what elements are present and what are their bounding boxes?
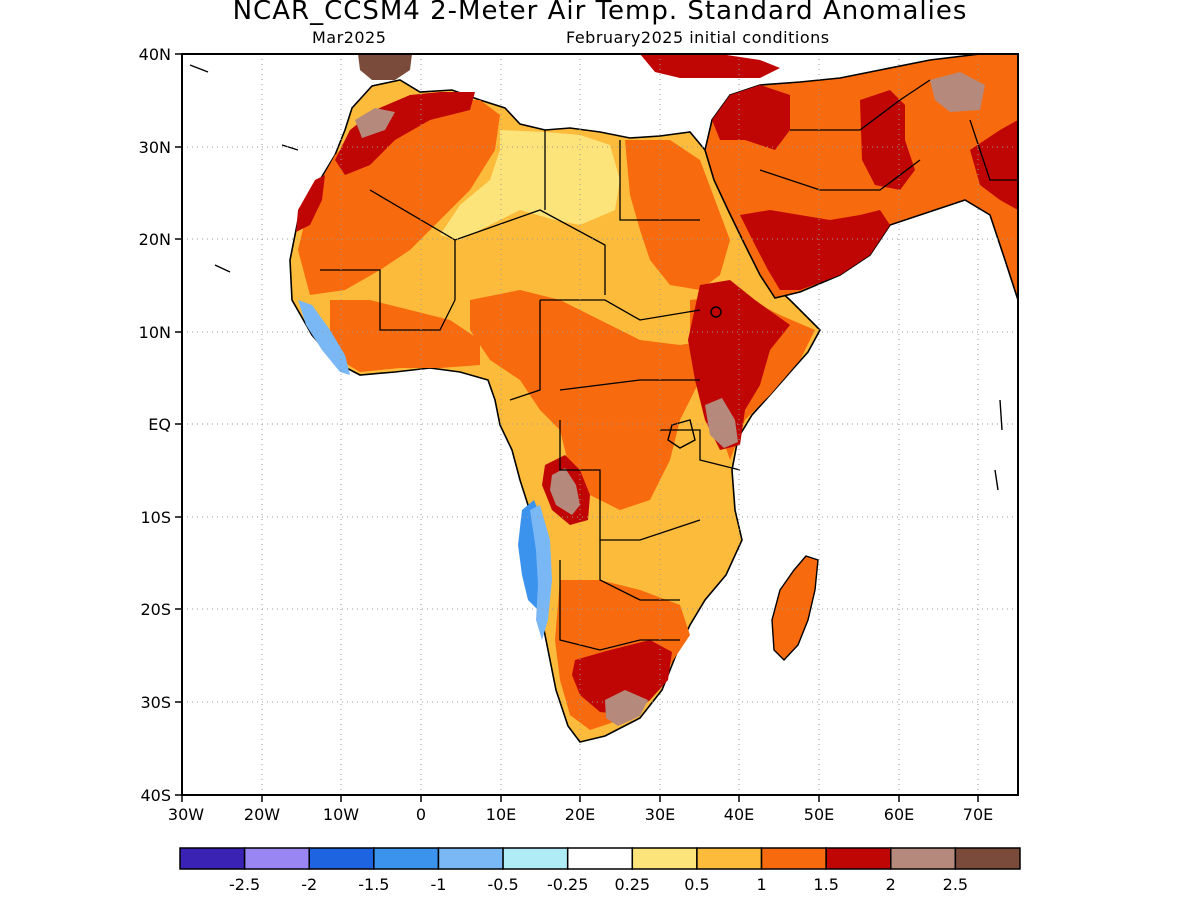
lon-labels: 30W 20W 10W 0 10E 20E 30E 40E 50E 60E 70… bbox=[168, 805, 993, 824]
colorbar-swatch bbox=[954, 847, 1021, 870]
anomaly-red-west-coast bbox=[296, 175, 325, 232]
subtitle-initial-conditions: February2025 initial conditions bbox=[566, 28, 830, 47]
lon-label: 20W bbox=[244, 805, 280, 824]
colorbar-label: -2.5 bbox=[229, 875, 260, 894]
anomaly-orange-egypt-sudan bbox=[625, 140, 730, 290]
colorbar-label: 2.5 bbox=[943, 875, 968, 894]
anomaly-blue-guinea-coast bbox=[298, 300, 350, 375]
colorbar-label: -1.5 bbox=[358, 875, 389, 894]
lon-label: 70E bbox=[963, 805, 993, 824]
colorbar-label: 2 bbox=[886, 875, 896, 894]
colorbar-swatch bbox=[243, 847, 310, 870]
lon-label: 60E bbox=[884, 805, 914, 824]
anomaly-gray-angola bbox=[550, 468, 580, 515]
anomaly-orange-central bbox=[470, 290, 710, 510]
anomaly-gray-iberia bbox=[358, 54, 412, 80]
lon-label: 50E bbox=[804, 805, 834, 824]
lakes-islands bbox=[189, 64, 1003, 491]
colorbar-swatch bbox=[566, 847, 634, 870]
colorbar-label: 1.5 bbox=[813, 875, 838, 894]
country-borders bbox=[320, 79, 1018, 651]
lon-label: 20E bbox=[565, 805, 595, 824]
anomaly-orange-madagascar bbox=[771, 555, 819, 662]
lat-label: 30S bbox=[140, 693, 171, 712]
anomaly-red-pakistan bbox=[970, 120, 1018, 210]
colorbar-label: 0.25 bbox=[614, 875, 650, 894]
lat-label: 10N bbox=[139, 323, 171, 342]
colorbar-label: -1 bbox=[430, 875, 446, 894]
chart-title: NCAR_CCSM4 2-Meter Air Temp. Standard An… bbox=[232, 0, 968, 26]
colorbar-label: 0.5 bbox=[684, 875, 709, 894]
anomaly-gray-kenya bbox=[705, 398, 738, 448]
lat-label: 30N bbox=[139, 138, 171, 157]
anomaly-red-morocco bbox=[335, 92, 475, 175]
colorbar-swatch bbox=[308, 847, 375, 870]
lon-label: 0 bbox=[416, 805, 426, 824]
colorbar-swatch bbox=[502, 847, 569, 870]
subtitle-month: Mar2025 bbox=[312, 28, 387, 47]
gridlines bbox=[182, 54, 1018, 795]
lat-label: EQ bbox=[148, 415, 171, 434]
colorbar: -2.5 -2 -1.5 -1 -0.5 -0.25 0.25 0.5 1 1.5 2 2.5 bbox=[179, 847, 1021, 894]
anomaly-orange-west bbox=[330, 300, 480, 372]
anomaly-red-iran bbox=[860, 90, 915, 190]
anomaly-red-turkey bbox=[640, 54, 780, 78]
lon-label: 30E bbox=[645, 805, 675, 824]
lon-label: 40E bbox=[724, 805, 754, 824]
colorbar-swatch bbox=[437, 847, 504, 870]
lat-label: 40S bbox=[140, 786, 171, 805]
lat-label: 40N bbox=[139, 45, 171, 64]
colorbar-swatch bbox=[696, 847, 763, 870]
colorbar-label: -2 bbox=[301, 875, 317, 894]
tick-marks bbox=[175, 53, 979, 802]
colorbar-swatch bbox=[373, 847, 440, 870]
colorbar-swatch bbox=[825, 847, 892, 870]
lat-labels: 40N 30N 20N 10N EQ 10S 20S 30S 40S bbox=[139, 45, 171, 805]
lat-label: 20S bbox=[140, 600, 171, 619]
colorbar-label: 1 bbox=[756, 875, 766, 894]
anomaly-red-south-africa bbox=[572, 640, 672, 715]
lon-label: 10W bbox=[323, 805, 359, 824]
anomaly-red-arabia bbox=[740, 210, 890, 290]
anomaly-gray-morocco bbox=[355, 108, 395, 138]
colorbar-swatch bbox=[890, 847, 957, 870]
anomaly-gray-south-africa bbox=[605, 690, 648, 726]
anomaly-lightblue-angola-coast bbox=[530, 505, 552, 640]
lat-label: 20N bbox=[139, 230, 171, 249]
anomaly-red-levant bbox=[712, 85, 790, 150]
lon-label: 10E bbox=[486, 805, 516, 824]
anomaly-yellow-sahara bbox=[440, 130, 620, 240]
colorbar-swatch bbox=[179, 847, 246, 870]
colorbar-swatch bbox=[631, 847, 698, 870]
anomaly-field bbox=[189, 54, 1018, 743]
colorbar-swatch bbox=[760, 847, 827, 870]
colorbar-label: -0.5 bbox=[487, 875, 518, 894]
lat-label: 10S bbox=[140, 508, 171, 527]
anomaly-gray-iran bbox=[930, 72, 985, 112]
lon-label: 30W bbox=[168, 805, 204, 824]
colorbar-label: -0.25 bbox=[547, 875, 588, 894]
